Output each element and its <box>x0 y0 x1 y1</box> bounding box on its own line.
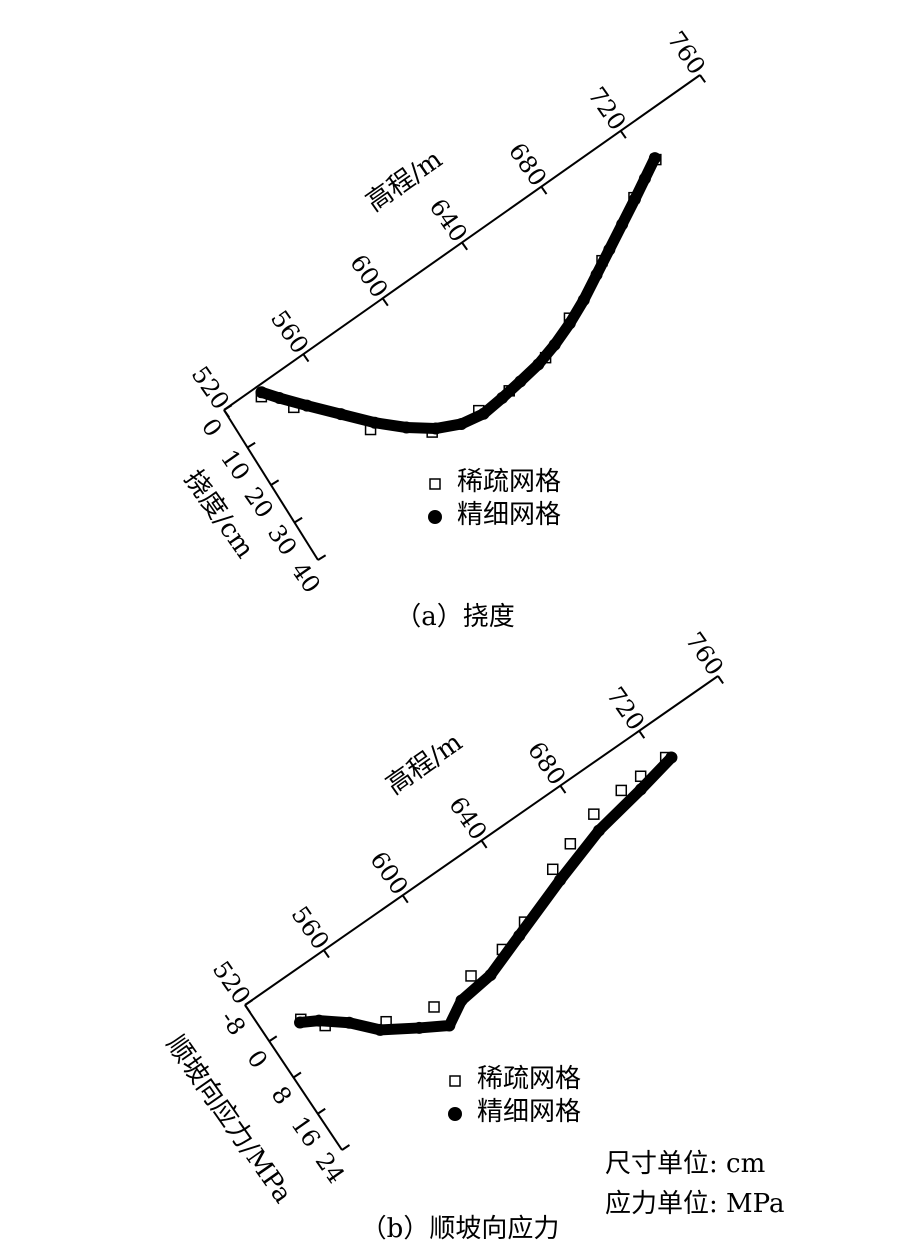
x-tick <box>619 130 627 139</box>
x-tick <box>540 186 548 195</box>
chart-title: （b）顺坡向应力 <box>361 1214 560 1244</box>
point <box>443 1019 456 1032</box>
point <box>455 417 468 430</box>
point <box>554 874 567 887</box>
legend-marker <box>429 478 441 490</box>
y-tick <box>292 1071 302 1079</box>
x-tick <box>717 675 724 684</box>
point <box>413 1021 426 1034</box>
point <box>301 399 313 412</box>
note: 尺寸单位: cm <box>605 1149 765 1179</box>
y-tick <box>341 1144 351 1151</box>
legend-marker <box>428 510 442 524</box>
point <box>603 243 616 256</box>
point <box>477 407 490 420</box>
x-tick <box>559 785 567 794</box>
point <box>615 784 628 797</box>
point <box>638 172 651 185</box>
point <box>577 294 590 306</box>
point <box>368 416 381 429</box>
y-tick-label: 24 <box>310 1147 350 1188</box>
x-axis-label: 高程/m <box>381 727 468 801</box>
y-tick-label: 8 <box>266 1081 298 1110</box>
point <box>634 783 647 796</box>
x-tick <box>244 1004 251 1013</box>
x-tick <box>480 839 488 849</box>
point <box>564 838 577 850</box>
x-tick <box>638 730 646 739</box>
point <box>455 994 468 1007</box>
point <box>548 338 561 351</box>
point <box>514 375 527 388</box>
x-tick <box>302 353 310 363</box>
point <box>665 751 678 764</box>
point <box>513 929 526 942</box>
legend-marker <box>449 1075 461 1087</box>
legend-marker <box>448 1107 462 1121</box>
point <box>273 392 286 405</box>
legend-label: 稀疏网格 <box>457 467 561 497</box>
point <box>592 824 605 837</box>
point <box>312 1014 325 1027</box>
point <box>590 268 603 281</box>
point <box>628 193 641 206</box>
point <box>334 408 347 421</box>
x-tick-label: 760 <box>662 26 711 80</box>
x-tick-label: 760 <box>680 627 729 681</box>
point <box>546 863 559 876</box>
point <box>532 358 545 371</box>
y-tick <box>246 441 256 449</box>
y-tick <box>270 479 280 486</box>
point <box>484 968 497 981</box>
y-tick <box>317 554 327 561</box>
x-tick <box>223 409 230 418</box>
point <box>255 386 268 399</box>
point <box>429 422 442 435</box>
point <box>400 421 413 434</box>
y-tick-label: -8 <box>215 1005 251 1040</box>
point <box>428 1001 440 1013</box>
y-tick <box>317 1107 326 1115</box>
legend-label: 精细网格 <box>457 500 561 530</box>
point <box>588 808 600 820</box>
y-tick <box>268 1035 278 1043</box>
chart-title: （a）挠度 <box>395 602 515 632</box>
point <box>496 391 509 404</box>
note: 应力单位: MPa <box>605 1189 784 1219</box>
legend-label: 精细网格 <box>477 1097 581 1127</box>
series-line <box>255 152 661 435</box>
y-axis-label: 挠度/cm <box>178 465 260 564</box>
point <box>563 317 576 330</box>
point <box>294 1016 307 1029</box>
y-tick-label: 40 <box>285 557 325 598</box>
x-tick <box>323 949 330 959</box>
point <box>648 152 661 165</box>
x-tick <box>401 894 409 904</box>
y-tick <box>223 404 233 411</box>
y-tick-label: 0 <box>196 413 228 442</box>
point <box>465 970 477 982</box>
legend-label: 稀疏网格 <box>477 1064 581 1094</box>
x-tick <box>699 74 706 83</box>
y-tick <box>293 516 303 524</box>
x-tick <box>461 241 468 251</box>
point <box>616 218 629 231</box>
point <box>634 770 647 783</box>
x-tick <box>381 297 389 307</box>
y-tick-label: 0 <box>241 1045 273 1074</box>
series-line <box>294 752 677 1036</box>
y-axis-label: 顺坡向应力/MPa <box>160 1030 298 1209</box>
point <box>374 1023 387 1036</box>
y-tick <box>244 999 254 1006</box>
point <box>343 1016 356 1029</box>
